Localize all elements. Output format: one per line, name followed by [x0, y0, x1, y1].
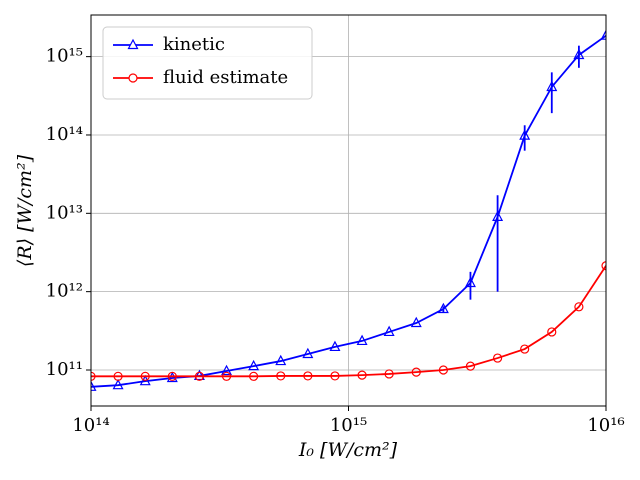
marker [573, 48, 585, 60]
marker [411, 367, 421, 377]
marker [330, 371, 340, 381]
marker [249, 371, 259, 381]
x-axis-label: I₀ [W/cm²] [298, 439, 398, 461]
marker [113, 371, 123, 381]
marker [574, 302, 584, 312]
marker [221, 364, 233, 376]
legend: kinetic fluid estimate [102, 26, 313, 100]
marker [601, 261, 606, 271]
y-tick-label: 10¹⁴ [46, 124, 83, 145]
marker [438, 365, 448, 375]
marker [91, 371, 96, 381]
marker [193, 369, 205, 381]
marker [465, 361, 476, 371]
marker [248, 359, 260, 371]
marker [139, 374, 151, 386]
marker [221, 371, 232, 381]
marker [329, 340, 341, 352]
series-line [91, 34, 606, 388]
marker [410, 316, 422, 328]
marker [357, 370, 367, 380]
y-tick-label: 10¹¹ [46, 359, 83, 380]
legend-frame [102, 26, 313, 100]
marker [520, 344, 530, 354]
marker [167, 371, 177, 381]
marker [194, 371, 205, 381]
y-tick-label: 10¹³ [46, 202, 83, 223]
marker [166, 371, 178, 383]
plot-frame [90, 14, 607, 407]
legend-label: fluid estimate [163, 67, 288, 88]
marker [275, 354, 287, 366]
marker [302, 347, 314, 359]
y-axis-label: ⟨R⟩ [W/cm²] [14, 154, 36, 267]
marker [547, 327, 557, 337]
marker [546, 80, 558, 92]
marker [112, 378, 124, 390]
marker [519, 129, 531, 140]
marker [600, 29, 606, 40]
marker [492, 210, 504, 221]
plot-area [91, 29, 606, 391]
legend-marker [127, 38, 139, 50]
marker [303, 371, 313, 381]
marker [492, 353, 503, 363]
marker [383, 325, 395, 337]
x-tick-label: 10¹⁶ [587, 415, 624, 436]
x-tick-label: 10¹⁴ [72, 415, 109, 436]
marker [276, 371, 286, 381]
marker [464, 276, 476, 288]
y-tick-label: 10¹⁵ [46, 46, 83, 67]
y-tick-label: 10¹² [46, 281, 83, 302]
x-tick-label: 10¹⁵ [330, 415, 367, 436]
marker [356, 334, 368, 346]
marker [384, 369, 394, 379]
marker [91, 380, 97, 391]
legend-label: kinetic [163, 34, 225, 55]
marker [140, 371, 150, 381]
marker [437, 302, 449, 314]
legend-marker [128, 73, 138, 83]
